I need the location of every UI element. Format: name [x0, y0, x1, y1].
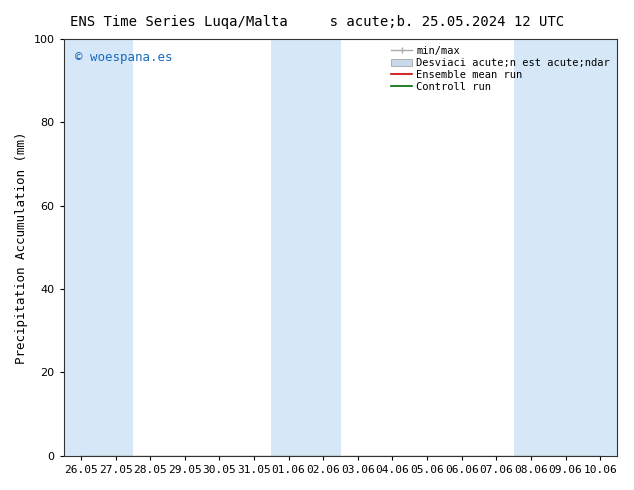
Bar: [271, 39, 306, 456]
Bar: [306, 39, 340, 456]
Text: © woespana.es: © woespana.es: [75, 51, 172, 64]
Text: ENS Time Series Luqa/Malta     s acute;b. 25.05.2024 12 UTC: ENS Time Series Luqa/Malta s acute;b. 25…: [70, 15, 564, 29]
Legend: min/max, Desviaci acute;n est acute;ndar, Ensemble mean run, Controll run: min/max, Desviaci acute;n est acute;ndar…: [389, 44, 612, 94]
Y-axis label: Precipitation Accumulation (mm): Precipitation Accumulation (mm): [15, 131, 28, 364]
Bar: [98, 39, 133, 456]
Bar: [63, 39, 98, 456]
Bar: [548, 39, 583, 456]
Bar: [583, 39, 618, 456]
Bar: [514, 39, 548, 456]
